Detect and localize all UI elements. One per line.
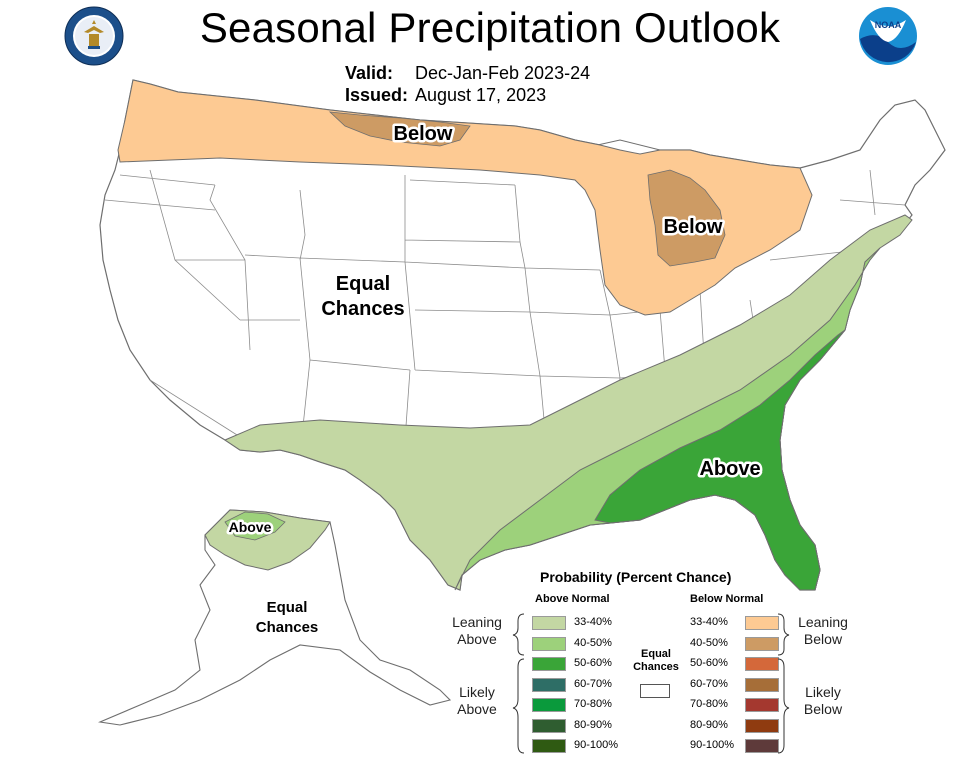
legend-below-swatch	[745, 616, 779, 630]
legend-leaning-below-1: Leaning	[798, 614, 848, 630]
legend-leaning-below: Leaning Below	[788, 614, 858, 648]
legend-below-swatch	[745, 636, 779, 651]
legend-likely-below: Likely Below	[788, 684, 858, 718]
label-alaska-above: Above	[229, 519, 272, 535]
legend-below-label: 33-40%	[690, 616, 728, 628]
legend-above-swatch	[532, 698, 566, 712]
legend-above-label: 50-60%	[574, 657, 612, 669]
legend-above-label: 40-50%	[574, 636, 612, 649]
legend-above-label: 60-70%	[574, 677, 612, 690]
alaska-above-40-50	[224, 511, 286, 541]
below-40-50-michigan	[647, 169, 726, 267]
label-alaska-equal-2: Chances	[256, 619, 319, 636]
below-40-50-north	[328, 111, 471, 147]
legend-likely-above: Likely Above	[442, 684, 512, 718]
legend-above-swatch	[532, 677, 566, 692]
legend-leaning-above-2: Above	[457, 631, 497, 647]
svg-text:NOAA: NOAA	[875, 20, 902, 30]
issued-label: Issued:	[345, 85, 409, 105]
legend-braces-below	[777, 613, 790, 754]
issued-line: Issued: August 17, 2023	[345, 84, 590, 106]
legend-above-label: 70-80%	[574, 698, 612, 710]
legend-leaning-above-1: Leaning	[452, 614, 502, 630]
legend-above-header: Above Normal	[535, 593, 610, 605]
label-below-michigan: Below	[664, 216, 723, 238]
issued-value: August 17, 2023	[415, 85, 547, 105]
above-normal-areas	[223, 214, 913, 591]
legend-likely-above-2: Above	[457, 701, 497, 717]
legend-below-swatch	[745, 739, 779, 753]
legend-above-swatch	[532, 616, 566, 630]
commerce-seal-icon	[64, 6, 124, 66]
legend-leaning-below-2: Below	[803, 631, 843, 647]
alaska-outline	[97, 509, 452, 726]
below-normal-areas	[117, 79, 813, 316]
valid-value: Dec-Jan-Feb 2023-24	[415, 63, 591, 83]
legend-braces-above	[512, 613, 525, 754]
legend-likely-above-1: Likely	[459, 684, 495, 700]
legend-below-swatch	[745, 657, 779, 671]
legend-below-label: 80-90%	[690, 718, 728, 731]
legend-below-label: 70-80%	[690, 698, 728, 710]
legend-above-swatch	[532, 739, 566, 753]
legend-above-label: 90-100%	[574, 739, 619, 751]
legend-above-swatch	[532, 657, 566, 671]
legend-above-swatch	[532, 636, 566, 651]
legend-likely-below-1: Likely	[805, 684, 841, 700]
map-title: Seasonal Precipitation Outlook	[199, 4, 781, 51]
alaska	[97, 509, 452, 726]
valid-label: Valid:	[345, 63, 394, 83]
label-alaska-equal-1: Equal	[267, 599, 308, 616]
noaa-logo-icon: NOAA	[859, 7, 917, 65]
label-equal-chances-1: Equal	[336, 273, 390, 295]
legend: Probability (Percent Chance) Above Norma…	[440, 566, 860, 756]
label-above-southeast: Above	[699, 458, 760, 480]
label-equal-chances-2: Chances	[321, 298, 404, 320]
label-below-north: Below	[394, 123, 453, 145]
legend-title: Probability (Percent Chance)	[540, 569, 732, 585]
valid-line: Valid: Dec-Jan-Feb 2023-24	[345, 62, 590, 84]
legend-above-label: 80-90%	[574, 718, 612, 731]
map-meta: Valid: Dec-Jan-Feb 2023-24 Issued: August …	[345, 62, 590, 106]
legend-equal-1: Equal	[641, 648, 671, 660]
legend-likely-below-2: Below	[803, 701, 843, 717]
legend-below-header: Below Normal	[690, 593, 764, 605]
leaning-below-north	[117, 79, 813, 316]
legend-leaning-above: Leaning Above	[442, 614, 512, 648]
legend-below-label: 90-100%	[690, 739, 735, 751]
above-50-60-southeast	[594, 329, 846, 591]
legend-equal-swatch	[640, 684, 670, 698]
legend-above-swatch	[532, 718, 566, 733]
legend-below-swatch	[745, 718, 779, 733]
legend-below-label: 50-60%	[690, 657, 728, 669]
legend-equal-chances: Equal Chances	[628, 648, 684, 674]
legend-below-label: 60-70%	[690, 677, 728, 690]
legend-below-swatch	[745, 677, 779, 692]
legend-below-label: 40-50%	[690, 636, 728, 649]
legend-equal-2: Chances	[633, 661, 679, 673]
legend-above-label: 33-40%	[574, 616, 612, 628]
legend-below-swatch	[745, 698, 779, 712]
